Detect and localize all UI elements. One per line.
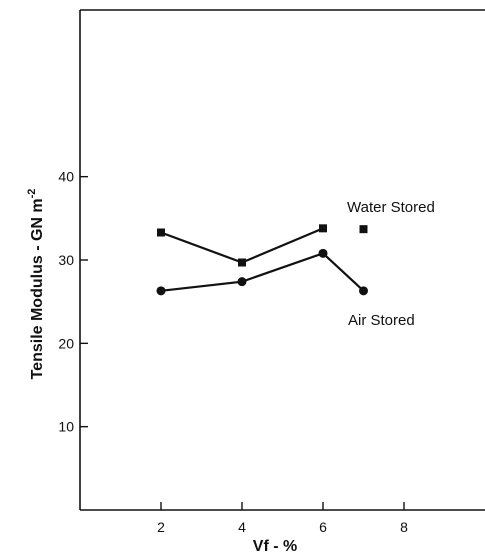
data-point-circle xyxy=(156,286,166,296)
x-tick-label: 2 xyxy=(157,519,165,535)
data-point-circle xyxy=(359,286,368,296)
series-layer xyxy=(156,224,368,296)
data-point-square xyxy=(359,225,368,234)
y-tick-label: 10 xyxy=(58,419,74,435)
series-water-stored xyxy=(157,224,368,267)
y-tick-label: 20 xyxy=(58,335,74,351)
x-tick-label: 8 xyxy=(400,519,408,535)
data-point-square xyxy=(319,224,327,233)
plot-frame xyxy=(79,9,485,511)
series-line xyxy=(160,252,365,292)
x-axis-title: Vf - % xyxy=(253,538,297,554)
y-axis-title-superscript: -2 xyxy=(26,189,38,199)
series-air-stored xyxy=(156,248,368,296)
y-tick-label: 40 xyxy=(58,169,74,185)
x-tick-label: 6 xyxy=(319,519,327,535)
y-axis-title-main: Tensile Modulus - GN m xyxy=(29,198,46,379)
y-axis-title-group: Tensile Modulus - GN m-2 xyxy=(26,189,46,380)
data-point-circle xyxy=(237,277,247,287)
data-point-square xyxy=(157,228,165,237)
x-tick-label: 4 xyxy=(238,519,246,535)
data-point-square xyxy=(238,258,246,267)
y-axis-title: Tensile Modulus - GN m-2 xyxy=(26,189,46,380)
series-line xyxy=(160,227,324,264)
axis-ticks: 2 4 6 8 10 20 30 40 xyxy=(58,169,408,535)
data-point-circle xyxy=(318,248,328,258)
series-label-water-stored: Water Stored xyxy=(347,199,435,216)
series-label-air-stored: Air Stored xyxy=(348,312,415,329)
y-tick-label: 30 xyxy=(58,252,74,268)
